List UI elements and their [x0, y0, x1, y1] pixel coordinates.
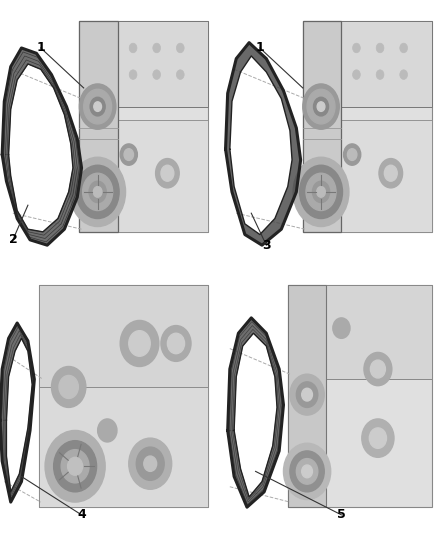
- Circle shape: [53, 441, 96, 492]
- Circle shape: [84, 90, 112, 124]
- Circle shape: [67, 457, 83, 475]
- Circle shape: [400, 43, 407, 53]
- Circle shape: [376, 70, 384, 79]
- Circle shape: [129, 70, 137, 79]
- Circle shape: [83, 173, 113, 211]
- Text: 5: 5: [337, 508, 346, 521]
- Circle shape: [129, 438, 172, 489]
- Circle shape: [59, 375, 78, 399]
- Circle shape: [45, 431, 105, 502]
- Text: 1: 1: [255, 42, 264, 54]
- Circle shape: [52, 367, 86, 407]
- Circle shape: [384, 165, 397, 181]
- Circle shape: [343, 144, 361, 165]
- Circle shape: [364, 352, 392, 386]
- Circle shape: [144, 456, 157, 471]
- Circle shape: [300, 165, 343, 219]
- Circle shape: [120, 320, 159, 367]
- Circle shape: [293, 157, 349, 227]
- Circle shape: [369, 428, 386, 448]
- Circle shape: [371, 360, 385, 378]
- Circle shape: [312, 181, 330, 203]
- Circle shape: [317, 187, 325, 197]
- Polygon shape: [228, 318, 283, 507]
- Polygon shape: [79, 21, 118, 232]
- Circle shape: [153, 43, 161, 53]
- Circle shape: [136, 447, 164, 480]
- Circle shape: [90, 98, 105, 116]
- Circle shape: [362, 419, 394, 457]
- Polygon shape: [342, 21, 431, 107]
- Circle shape: [333, 318, 350, 338]
- Circle shape: [129, 330, 150, 356]
- Circle shape: [79, 84, 116, 130]
- Circle shape: [353, 43, 360, 53]
- Circle shape: [124, 149, 134, 160]
- Circle shape: [290, 374, 324, 415]
- Circle shape: [94, 102, 102, 111]
- Circle shape: [89, 181, 106, 203]
- Polygon shape: [288, 285, 431, 507]
- Circle shape: [297, 382, 318, 407]
- Circle shape: [70, 157, 126, 227]
- Text: 3: 3: [262, 239, 271, 252]
- Text: 1: 1: [36, 42, 45, 54]
- Circle shape: [76, 165, 119, 219]
- Circle shape: [290, 451, 324, 492]
- Polygon shape: [303, 120, 431, 232]
- Circle shape: [400, 70, 407, 79]
- Polygon shape: [39, 285, 208, 507]
- Circle shape: [120, 144, 138, 165]
- Circle shape: [129, 43, 137, 53]
- Circle shape: [307, 90, 335, 124]
- Circle shape: [314, 98, 328, 116]
- Circle shape: [306, 173, 336, 211]
- Circle shape: [93, 187, 102, 197]
- Circle shape: [347, 149, 357, 160]
- Circle shape: [379, 159, 403, 188]
- Circle shape: [303, 84, 339, 130]
- Circle shape: [177, 43, 184, 53]
- Circle shape: [376, 43, 384, 53]
- Polygon shape: [288, 285, 326, 507]
- Text: 2: 2: [8, 233, 17, 246]
- Polygon shape: [303, 21, 431, 232]
- Polygon shape: [79, 120, 208, 232]
- Circle shape: [98, 419, 117, 442]
- Polygon shape: [303, 21, 342, 232]
- Circle shape: [302, 388, 312, 401]
- Polygon shape: [288, 285, 431, 379]
- Circle shape: [153, 70, 161, 79]
- Circle shape: [177, 70, 184, 79]
- Polygon shape: [0, 323, 34, 502]
- Polygon shape: [226, 43, 300, 245]
- Polygon shape: [118, 21, 208, 107]
- Circle shape: [297, 458, 318, 484]
- Circle shape: [317, 102, 325, 111]
- Polygon shape: [79, 21, 208, 232]
- Polygon shape: [2, 48, 81, 245]
- Polygon shape: [39, 285, 208, 387]
- Circle shape: [61, 450, 89, 483]
- Circle shape: [167, 333, 184, 354]
- Circle shape: [161, 326, 191, 361]
- Circle shape: [155, 159, 179, 188]
- Circle shape: [161, 165, 174, 181]
- Circle shape: [353, 70, 360, 79]
- Circle shape: [302, 465, 312, 478]
- Polygon shape: [39, 387, 208, 507]
- Text: 4: 4: [77, 508, 86, 521]
- Circle shape: [283, 443, 331, 499]
